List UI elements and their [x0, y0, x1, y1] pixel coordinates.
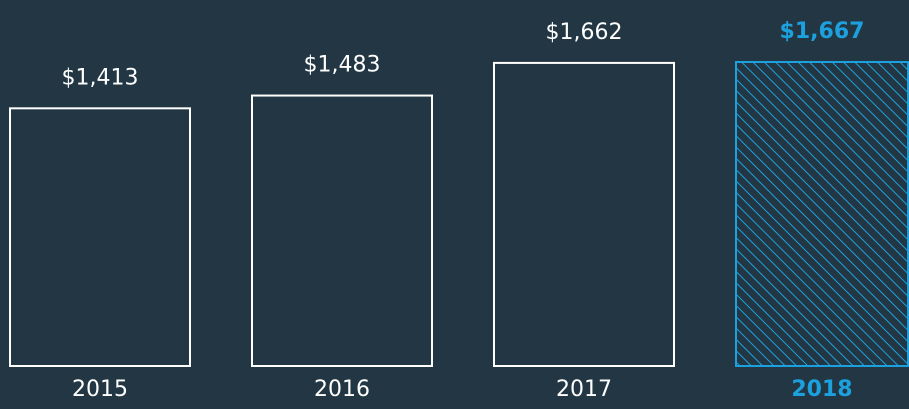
x-tick-label: 2016 [314, 377, 370, 402]
bar [735, 61, 909, 367]
value-label: $1,413 [62, 65, 139, 90]
value-label: $1,662 [546, 20, 623, 45]
x-tick-label: 2017 [556, 377, 612, 402]
bar [251, 94, 433, 367]
value-label: $1,483 [304, 53, 381, 78]
bar [9, 107, 191, 367]
value-label: $1,667 [780, 19, 865, 44]
x-tick-label: 2015 [72, 377, 128, 402]
x-tick-label: 2018 [791, 377, 852, 402]
bar [493, 61, 675, 368]
